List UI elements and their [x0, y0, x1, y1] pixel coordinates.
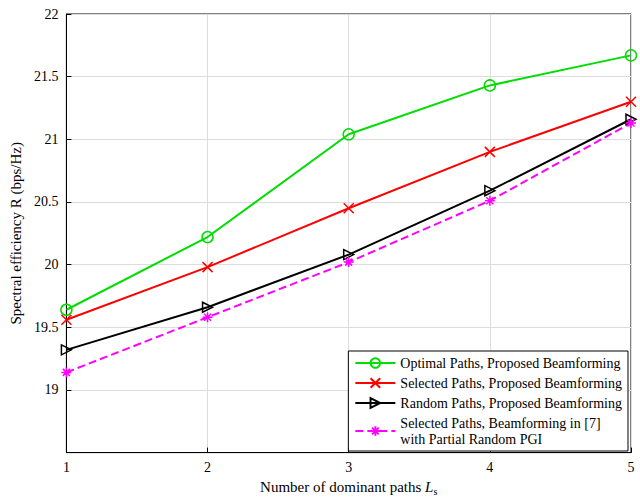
svg-text:19: 19 — [44, 382, 58, 397]
svg-text:20: 20 — [44, 257, 58, 272]
svg-text:with Partial Random PGI: with Partial Random PGI — [400, 432, 542, 447]
svg-text:21.5: 21.5 — [34, 69, 59, 84]
svg-text:21: 21 — [44, 132, 58, 147]
svg-text:22: 22 — [44, 7, 58, 22]
svg-text:Selected Paths, Proposed Beamf: Selected Paths, Proposed Beamforming — [400, 376, 622, 391]
svg-text:4: 4 — [486, 460, 493, 475]
svg-text:L: L — [424, 479, 433, 495]
svg-text:Selected Paths, Beamforming in: Selected Paths, Beamforming in [7] — [400, 416, 600, 431]
svg-text:Optimal Paths, Proposed Beamfo: Optimal Paths, Proposed Beamforming — [400, 356, 620, 371]
svg-text:Number of dominant paths: Number of dominant paths — [260, 479, 425, 495]
svg-text:Random Paths, Proposed Beamfor: Random Paths, Proposed Beamforming — [400, 396, 622, 411]
svg-text:3: 3 — [345, 460, 352, 475]
svg-text:Spectral efficiency R (bps/Hz): Spectral efficiency R (bps/Hz) — [8, 142, 25, 325]
svg-text:19.5: 19.5 — [34, 320, 59, 335]
svg-text:20.5: 20.5 — [34, 194, 59, 209]
svg-text:5: 5 — [628, 460, 635, 475]
svg-text:1: 1 — [63, 460, 70, 475]
svg-text:s: s — [433, 486, 437, 497]
svg-text:2: 2 — [204, 460, 211, 475]
